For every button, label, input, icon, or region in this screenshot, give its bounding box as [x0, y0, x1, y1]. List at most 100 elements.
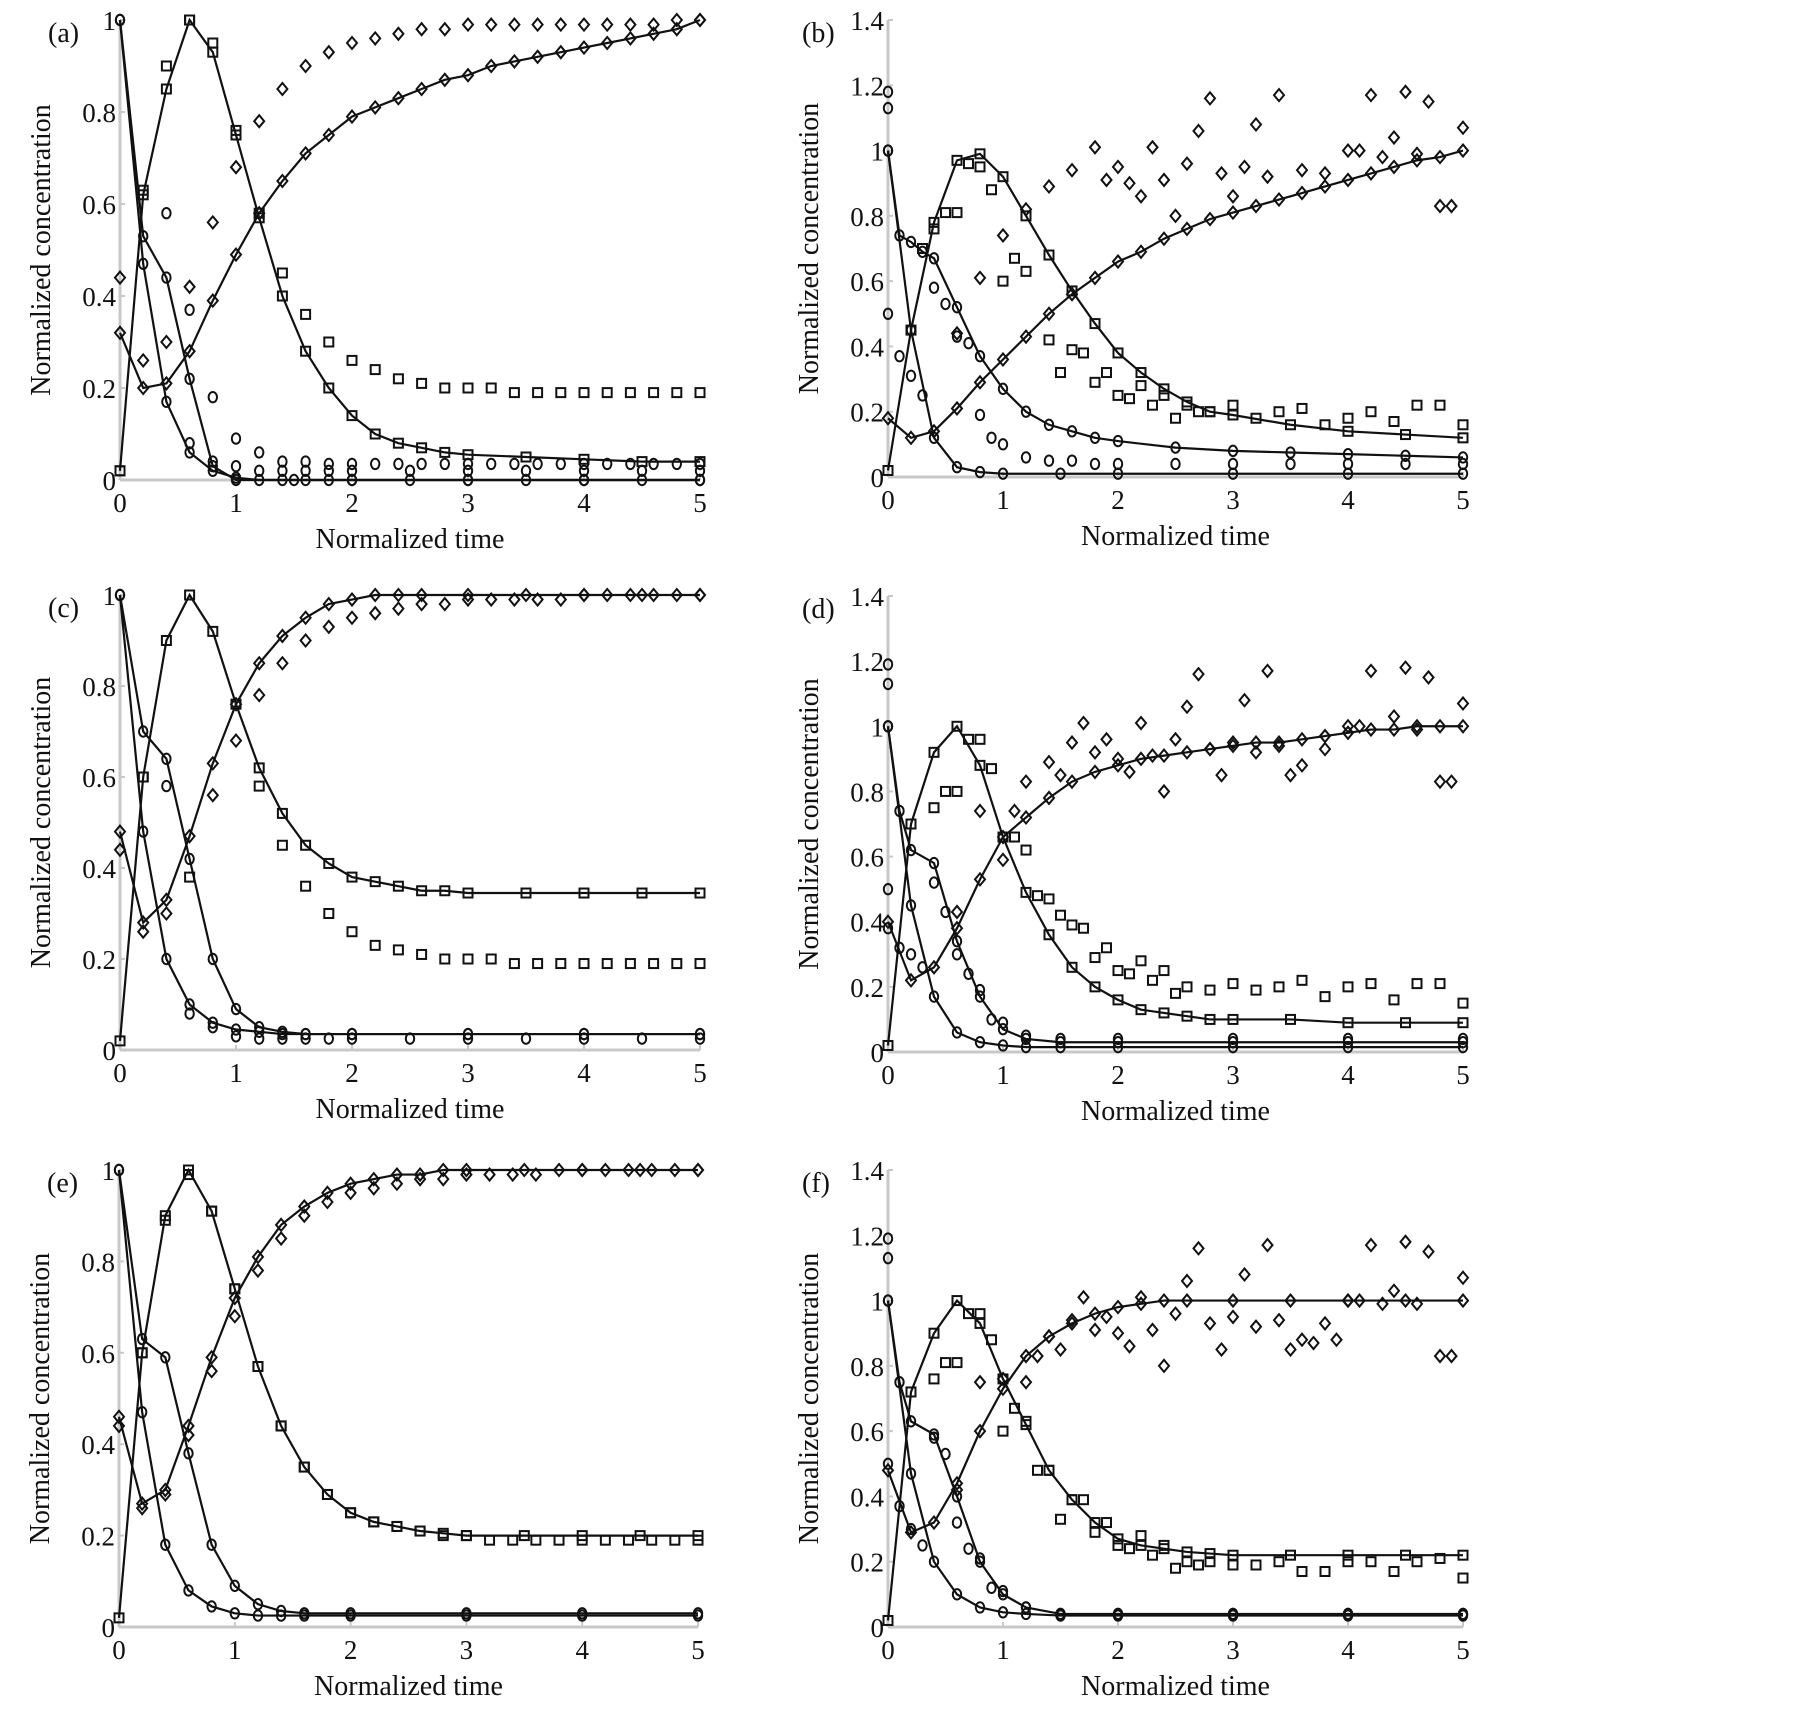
fit-curve	[117, 1167, 698, 1618]
fit-marker	[1295, 185, 1309, 201]
data-marker	[963, 158, 974, 170]
fit-curve	[117, 1169, 698, 1615]
data-marker	[298, 1461, 310, 1473]
fit-marker	[113, 1163, 125, 1177]
data-marker	[1250, 1559, 1262, 1571]
data-marker	[183, 279, 196, 295]
x-tick-label: 3	[1226, 485, 1240, 515]
fit-marker	[252, 1597, 264, 1611]
data-marker	[1124, 393, 1135, 405]
data-marker	[1088, 744, 1102, 760]
data-marker	[1272, 87, 1286, 103]
data-marker	[1238, 1266, 1251, 1283]
y-tick-label: 1	[103, 581, 117, 611]
fit-marker	[1043, 929, 1055, 941]
fit-marker	[413, 1167, 427, 1183]
data-marker	[1181, 981, 1193, 993]
y-tick-label: 1	[103, 6, 117, 36]
data-marker	[1376, 1296, 1389, 1312]
data-marker	[1089, 952, 1101, 964]
data-marker	[252, 113, 266, 129]
fit-curve	[886, 726, 1463, 1044]
data-marker	[648, 387, 660, 399]
data-marker	[1215, 165, 1228, 181]
fit-marker	[228, 1290, 242, 1306]
data-marker	[1101, 942, 1112, 954]
fit-marker	[1134, 751, 1148, 767]
data-marker	[691, 1162, 705, 1178]
fit-marker	[635, 587, 649, 603]
fit-curve	[886, 150, 1464, 459]
fit-marker	[578, 887, 590, 899]
data-marker	[367, 1180, 381, 1196]
data-marker	[532, 387, 544, 399]
fit-marker	[1285, 1549, 1296, 1561]
data-marker	[553, 1534, 565, 1546]
fit-curve	[886, 726, 1463, 1049]
x-tick-label: 5	[1456, 1635, 1470, 1665]
data-marker	[1020, 1601, 1032, 1614]
data-marker	[1158, 389, 1170, 401]
fit-marker	[206, 293, 220, 309]
fit-marker	[1456, 143, 1470, 159]
fit-marker	[520, 451, 532, 463]
fit-marker	[1249, 735, 1263, 751]
data-marker	[1341, 718, 1355, 734]
data-marker	[1181, 1556, 1193, 1568]
fit-marker	[894, 229, 905, 242]
fit-marker	[274, 1217, 288, 1233]
data-marker	[1364, 1237, 1378, 1253]
data-marker	[694, 387, 706, 399]
data-marker	[277, 455, 288, 468]
fit-marker	[160, 635, 172, 646]
fit-marker	[1020, 210, 1032, 222]
data-marker	[322, 619, 336, 635]
data-marker	[554, 591, 568, 608]
data-marker	[963, 733, 974, 745]
data-marker	[1123, 175, 1136, 191]
fit-marker	[517, 1162, 531, 1178]
data-marker	[1078, 922, 1089, 934]
data-marker	[1388, 994, 1400, 1006]
data-marker	[1147, 1549, 1158, 1561]
data-marker	[323, 908, 335, 919]
y-tick-label: 0.4	[82, 282, 116, 312]
fit-marker	[229, 247, 243, 263]
data-marker	[997, 438, 1009, 451]
data-marker	[230, 460, 242, 473]
data-marker	[1170, 457, 1181, 471]
fit-marker	[974, 759, 986, 771]
fit-marker	[113, 824, 127, 840]
fit-marker	[951, 935, 963, 948]
data-marker	[1261, 169, 1274, 185]
fit-marker	[159, 1482, 172, 1498]
panel-label: (d)	[802, 594, 835, 625]
fit-marker	[297, 1198, 311, 1215]
data-marker	[1341, 143, 1355, 159]
data-marker	[997, 275, 1009, 287]
data-marker	[1434, 399, 1446, 411]
data-marker	[206, 1205, 218, 1217]
fit-marker	[973, 871, 987, 887]
data-marker	[1249, 116, 1263, 133]
data-marker	[624, 387, 636, 399]
data-marker	[1434, 1552, 1446, 1564]
fit-marker	[300, 345, 312, 357]
fit-marker	[1055, 467, 1066, 480]
fit-marker	[138, 257, 149, 270]
panel-c: 0 1 2 3 4 5 0 0.2 0.4 0.6 0.8 1 Normalized time Norma…	[26, 581, 707, 1125]
data-marker	[555, 387, 567, 399]
x-axis-label: Normalized time	[1081, 1671, 1270, 1702]
data-marker	[508, 17, 521, 33]
data-marker	[1204, 1556, 1216, 1568]
fit-marker	[1089, 981, 1101, 993]
data-marker	[1032, 1464, 1043, 1476]
y-tick-label: 0.2	[81, 1522, 115, 1552]
data-marker	[1020, 844, 1032, 856]
data-marker	[1226, 188, 1240, 204]
data-marker	[160, 905, 173, 922]
data-marker	[484, 17, 498, 33]
data-marker	[694, 1032, 706, 1045]
data-marker	[997, 1016, 1009, 1029]
